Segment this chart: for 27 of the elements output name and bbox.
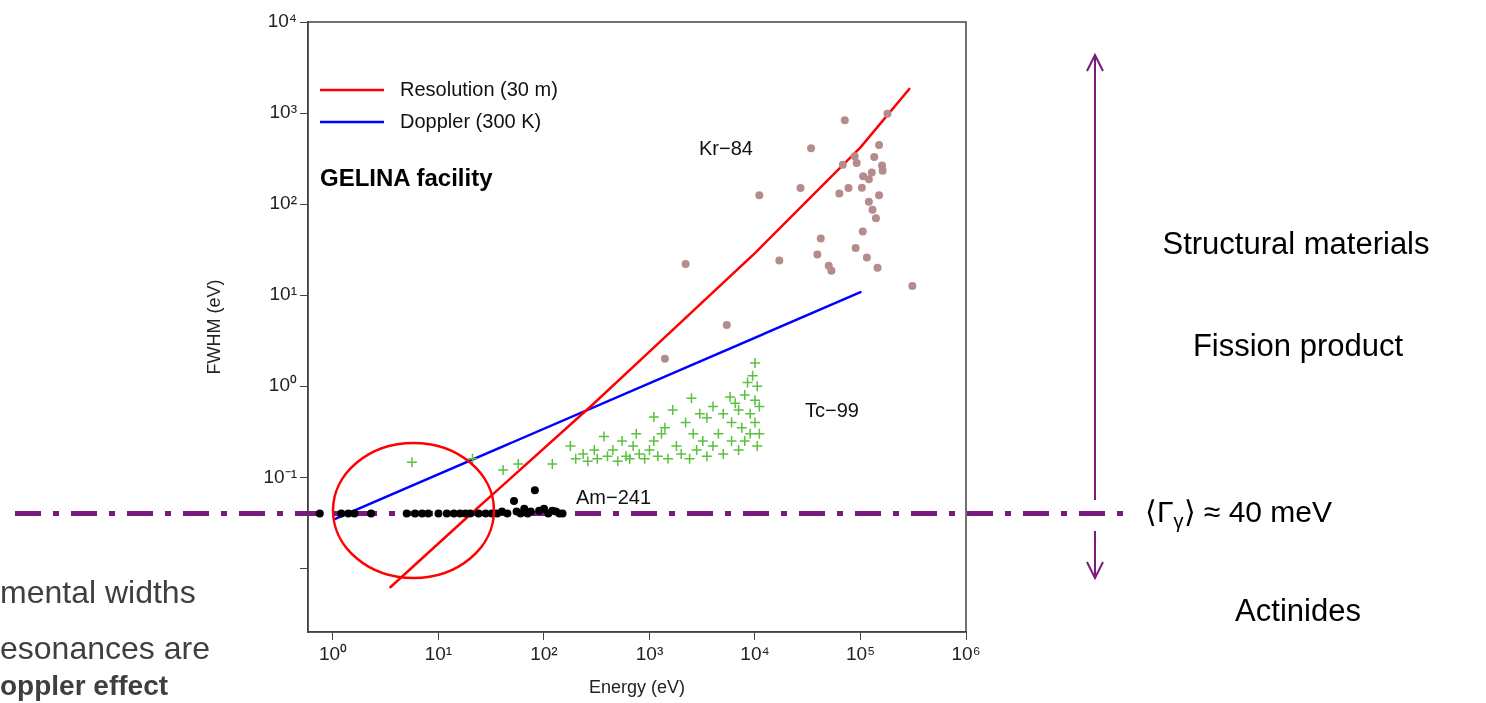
text: mental widths bbox=[0, 574, 196, 610]
text: Fission product bbox=[1192, 327, 1404, 363]
annotation: Am−241 bbox=[576, 486, 652, 508]
x-tick-label: 10⁶ bbox=[951, 642, 981, 664]
text: Structural materials bbox=[1162, 225, 1430, 261]
x-tick-label: 10² bbox=[530, 642, 558, 664]
y-axis-title: FWHM (eV) bbox=[203, 279, 224, 375]
text: Actinides bbox=[1235, 592, 1361, 628]
y-tick-label: 10¹ bbox=[269, 283, 297, 305]
annotation: Kr−84 bbox=[699, 137, 753, 159]
annotation: GELINA facility bbox=[320, 164, 493, 191]
text: oppler effect bbox=[0, 670, 169, 701]
x-tick-label: 10³ bbox=[635, 642, 664, 664]
text: esonances are bbox=[0, 630, 210, 666]
legend-label: Resolution (30 m) bbox=[400, 77, 558, 100]
y-tick-label: 10⁴ bbox=[267, 10, 297, 32]
y-tick-label: 10⁻¹ bbox=[263, 465, 297, 487]
y-tick-label: 10³ bbox=[269, 101, 297, 123]
y-tick-label: 10⁰ bbox=[268, 374, 297, 396]
x-tick-label: 10⁴ bbox=[740, 642, 770, 664]
x-tick-label: 10⁵ bbox=[845, 642, 875, 664]
annotation: Tc−99 bbox=[805, 399, 859, 421]
x-tick-label: 10¹ bbox=[424, 642, 453, 664]
legend-label: Doppler (300 K) bbox=[400, 109, 542, 132]
x-axis-title: Energy (eV) bbox=[588, 677, 686, 698]
x-tick-label: 10⁰ bbox=[318, 642, 348, 664]
y-tick-label: 10² bbox=[269, 192, 297, 214]
